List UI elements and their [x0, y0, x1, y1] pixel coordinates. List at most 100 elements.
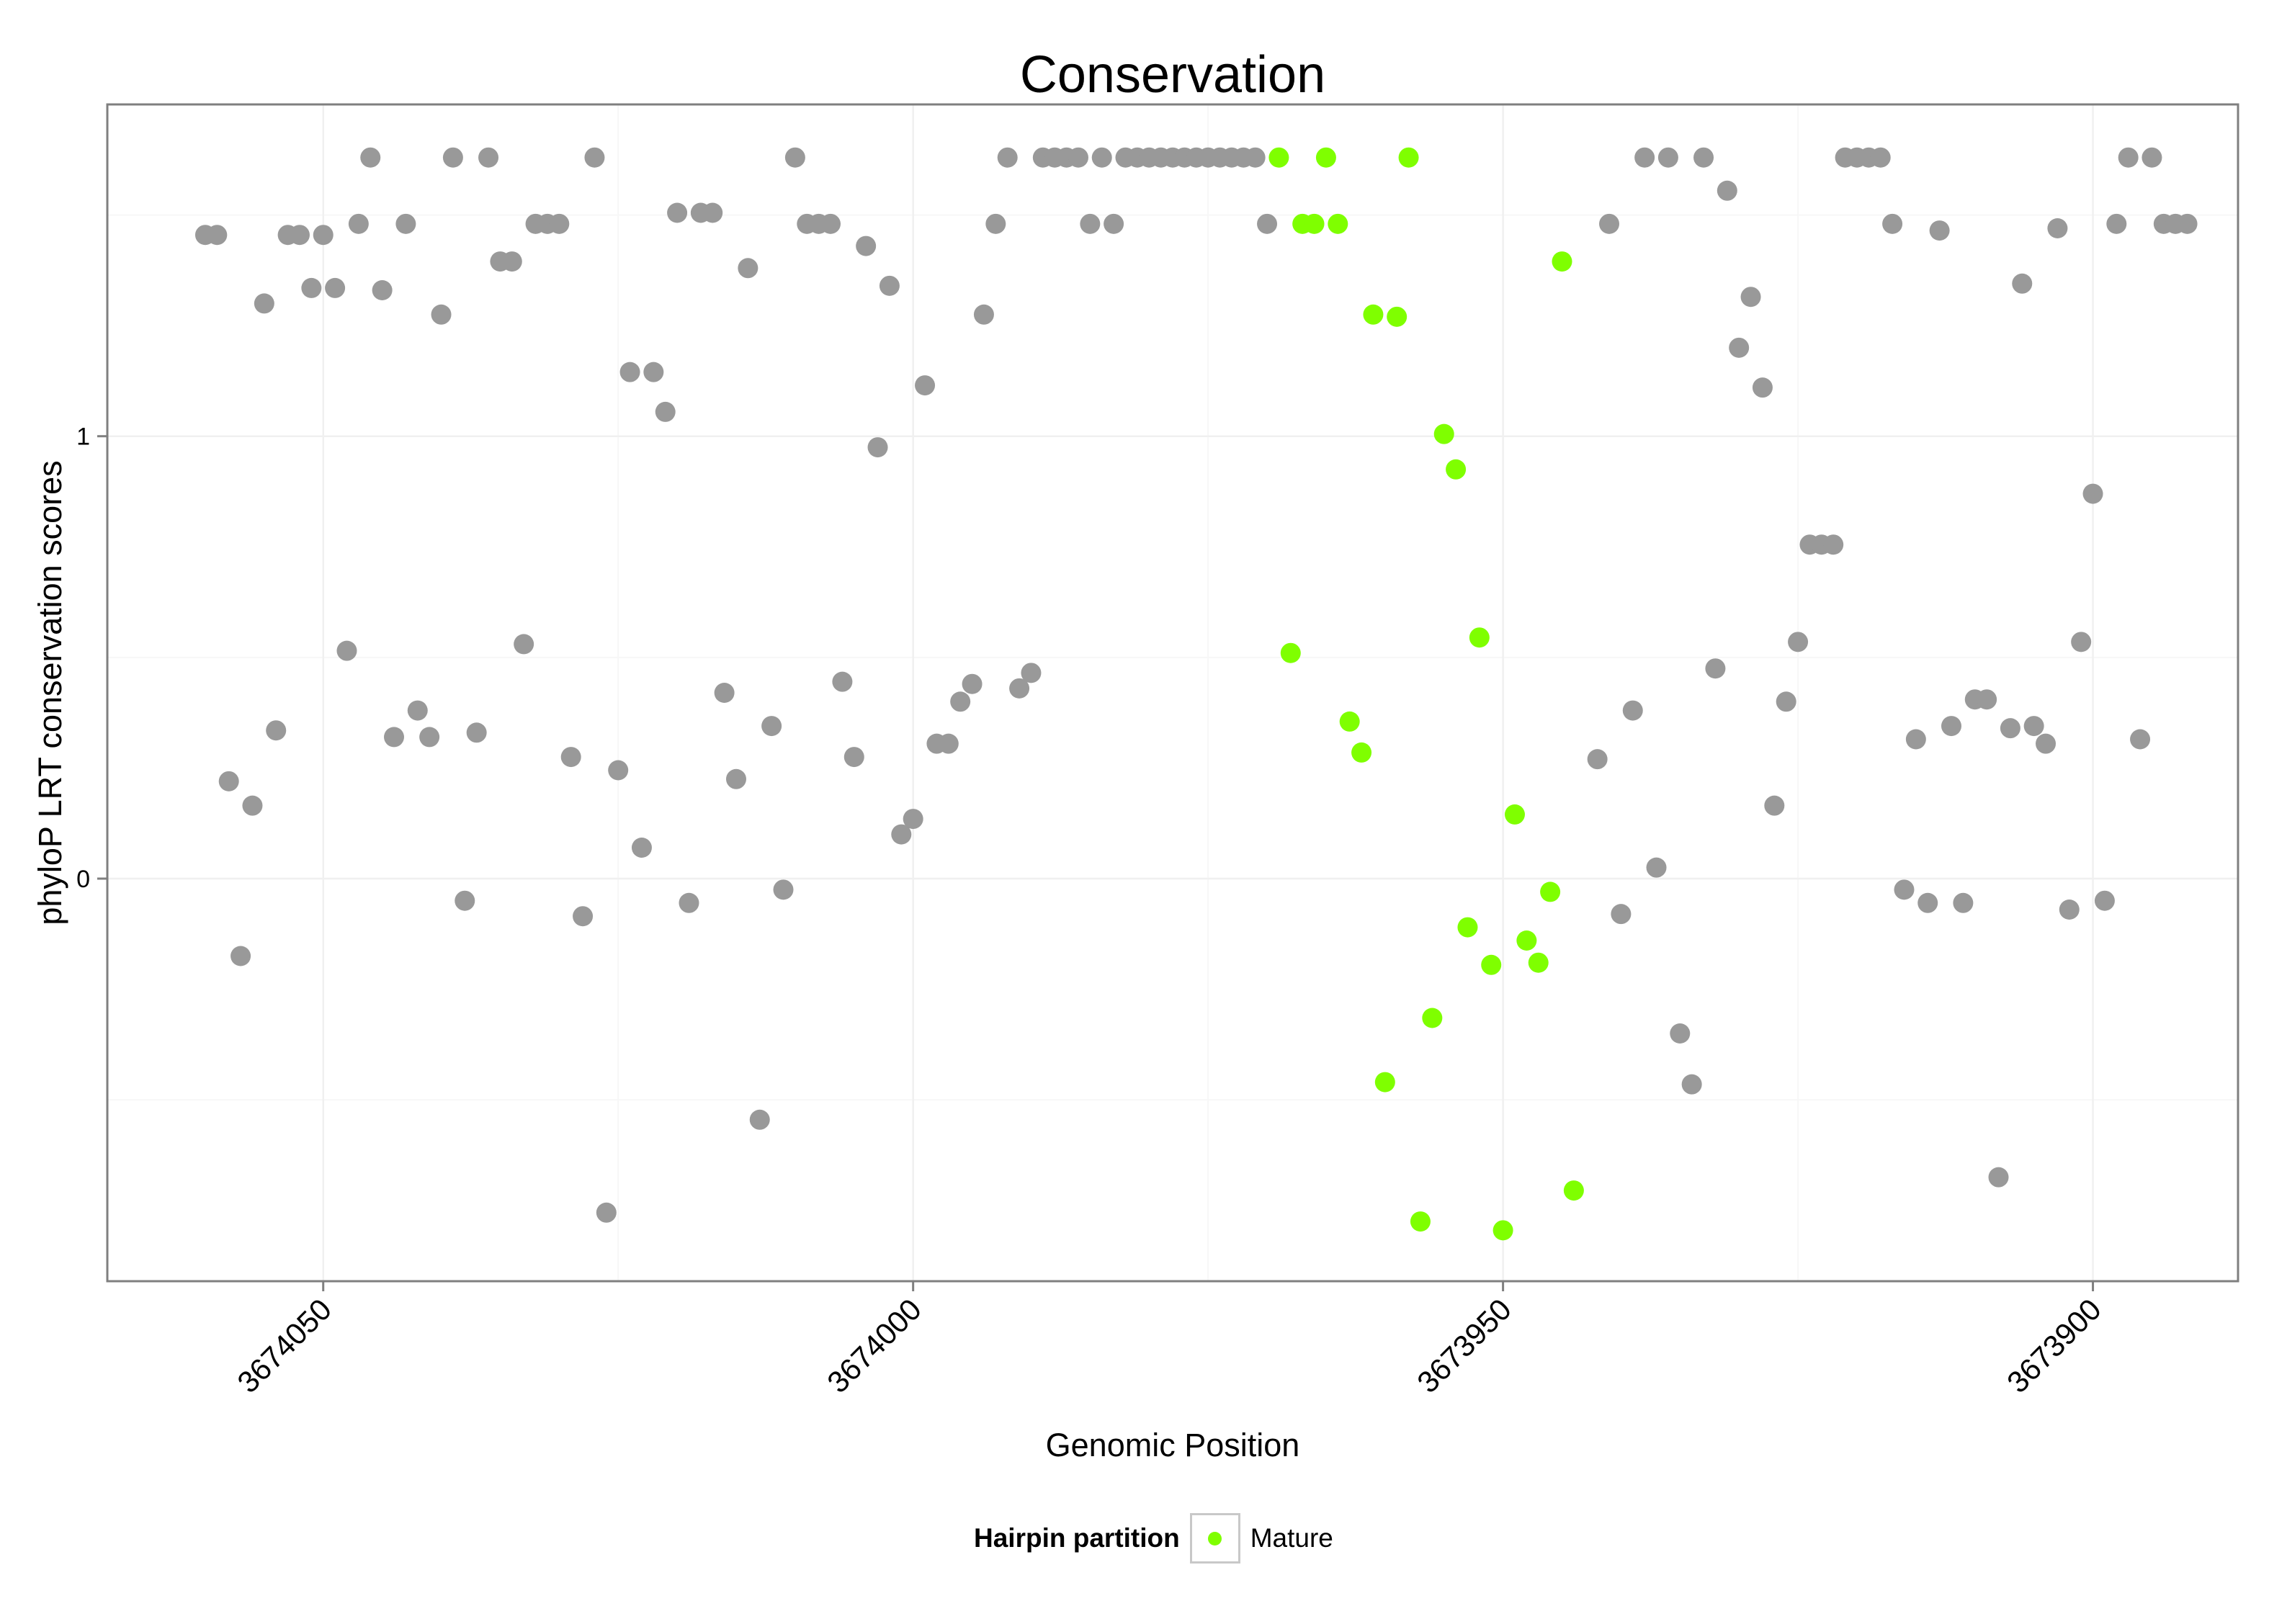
point	[1823, 534, 1844, 555]
point	[1764, 795, 1785, 816]
mature-point	[1351, 742, 1372, 763]
point	[903, 809, 923, 830]
point	[2094, 890, 2115, 911]
point	[266, 720, 287, 741]
point	[761, 716, 782, 737]
legend-title: Hairpin partition	[974, 1523, 1180, 1553]
point	[1080, 213, 1101, 234]
mature-point	[1563, 1180, 1584, 1201]
x-tick-label: 3673900	[2000, 1292, 2108, 1399]
axes: 3674050 3674000 3673950 3673900 0 1	[76, 423, 2108, 1399]
point	[2082, 483, 2103, 504]
point	[608, 760, 629, 781]
point	[643, 362, 664, 382]
point	[1693, 147, 1714, 168]
point	[501, 251, 522, 272]
point	[313, 225, 334, 246]
mature-point	[1540, 881, 1561, 902]
mature-point	[1280, 642, 1301, 663]
point	[1870, 147, 1891, 168]
mature-point	[1492, 1220, 1513, 1241]
point	[455, 890, 475, 911]
mature-point	[1339, 711, 1360, 732]
point	[1740, 287, 1761, 308]
point	[1091, 147, 1112, 168]
point	[962, 673, 983, 694]
point	[289, 225, 310, 246]
point	[1599, 213, 1620, 234]
point	[1634, 147, 1655, 168]
point	[584, 147, 605, 168]
point	[231, 946, 251, 966]
point	[667, 202, 688, 223]
legend: Hairpin partition Mature	[974, 1513, 1333, 1564]
point	[2059, 900, 2080, 920]
mature-point	[1457, 917, 1478, 938]
point	[832, 671, 853, 692]
y-tick-label: 0	[76, 866, 90, 893]
point	[2142, 147, 2162, 168]
point	[2118, 147, 2139, 168]
point	[843, 747, 864, 768]
point	[1622, 700, 1643, 721]
point	[596, 1202, 617, 1223]
point	[631, 838, 652, 858]
y-tick-label: 1	[76, 423, 90, 451]
point	[997, 147, 1018, 168]
point	[2047, 218, 2068, 238]
point	[1941, 716, 1961, 737]
point	[985, 213, 1006, 234]
point	[1646, 857, 1667, 878]
point	[466, 722, 487, 743]
mature-point	[1398, 147, 1419, 168]
point	[1929, 220, 1950, 241]
point	[725, 768, 746, 789]
mature-point	[1410, 1211, 1431, 1232]
mature-point	[1446, 459, 1467, 480]
point	[1752, 377, 1773, 398]
point	[1894, 879, 1915, 900]
point	[655, 401, 676, 422]
point	[2130, 729, 2151, 750]
x-tick-label: 3674000	[820, 1292, 928, 1399]
x-tick-label: 3673950	[1410, 1292, 1518, 1399]
mature-point	[1481, 954, 1502, 975]
point	[1245, 147, 1266, 168]
point	[549, 213, 570, 234]
point	[1788, 632, 1809, 652]
point	[325, 277, 346, 298]
point	[1988, 1167, 2009, 1188]
point	[1717, 180, 1737, 201]
point	[395, 213, 416, 234]
point	[360, 147, 381, 168]
mature-point	[1469, 627, 1490, 648]
point	[1882, 213, 1903, 234]
point	[773, 879, 794, 900]
point	[2071, 632, 2092, 652]
point	[938, 733, 959, 754]
point	[1953, 892, 1974, 913]
point	[372, 280, 393, 300]
point	[348, 213, 369, 234]
point	[2000, 718, 2020, 739]
point	[1104, 213, 1124, 234]
point	[2177, 213, 2198, 234]
legend-key-mature	[1189, 1513, 1240, 1564]
point	[867, 437, 888, 458]
point	[1068, 147, 1088, 168]
mature-point	[1504, 804, 1525, 825]
mature-point	[1304, 213, 1325, 234]
point	[442, 147, 463, 168]
point	[950, 691, 971, 712]
point	[1705, 658, 1726, 679]
point	[478, 147, 499, 168]
point	[336, 640, 357, 661]
x-tick-label: 3674050	[231, 1292, 338, 1399]
point	[2036, 733, 2057, 754]
point	[973, 304, 994, 325]
point	[407, 700, 428, 721]
point	[1611, 904, 1632, 925]
mature-point	[1528, 952, 1549, 973]
point	[1657, 147, 1678, 168]
